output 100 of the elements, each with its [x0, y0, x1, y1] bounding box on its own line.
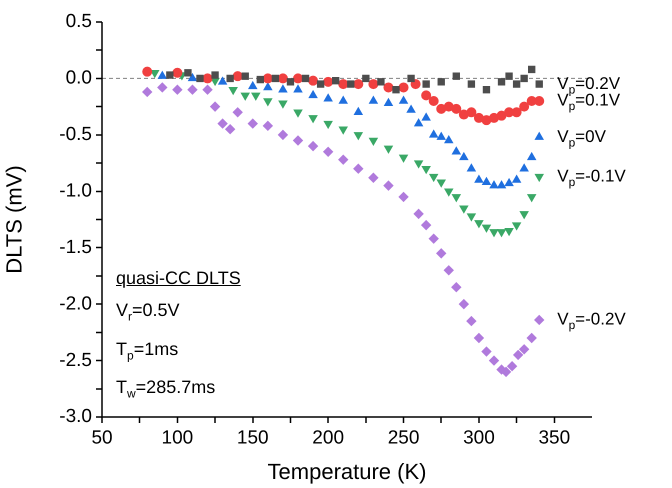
- point: [323, 146, 334, 157]
- point: [338, 154, 348, 165]
- point: [202, 73, 213, 84]
- point: [466, 107, 476, 118]
- point: [459, 205, 468, 214]
- point: [534, 132, 544, 140]
- point: [158, 71, 167, 79]
- point: [184, 69, 192, 76]
- point: [527, 152, 536, 160]
- y-tick-label: -0.5: [59, 124, 92, 146]
- point: [368, 96, 378, 104]
- point: [414, 160, 424, 168]
- point: [188, 73, 197, 82]
- x-tick-label: 300: [463, 428, 495, 449]
- x-tick-label: 150: [236, 428, 269, 449]
- point: [428, 96, 439, 106]
- x-axis-title: Temperature (K): [268, 458, 426, 484]
- point: [354, 107, 363, 116]
- point: [490, 180, 498, 188]
- point: [490, 229, 498, 237]
- y-tick-label: -2.5: [59, 350, 92, 371]
- point: [489, 356, 499, 366]
- point: [256, 76, 264, 84]
- point: [210, 102, 220, 112]
- x-tick-label: 350: [538, 428, 570, 449]
- point: [466, 316, 476, 326]
- point: [438, 78, 445, 86]
- point: [497, 229, 506, 237]
- point: [512, 222, 522, 230]
- point: [196, 74, 204, 82]
- point: [504, 228, 514, 236]
- point: [429, 130, 438, 138]
- point: [534, 174, 544, 182]
- point: [534, 96, 544, 106]
- point: [496, 110, 507, 121]
- point: [459, 152, 468, 160]
- point: [444, 188, 454, 196]
- y-tick-label: 0.5: [66, 11, 92, 32]
- x-tick-label: 100: [162, 428, 194, 449]
- point: [512, 175, 522, 183]
- point: [512, 80, 520, 88]
- point: [228, 86, 238, 95]
- point: [308, 90, 318, 98]
- point: [293, 73, 303, 84]
- point: [240, 92, 250, 100]
- point: [468, 80, 476, 88]
- point: [353, 79, 364, 90]
- point: [263, 82, 272, 90]
- point: [166, 71, 174, 79]
- annotation: T$_{p}$=1ms: [116, 338, 180, 364]
- point: [278, 73, 288, 84]
- point: [414, 208, 424, 219]
- point: [262, 120, 273, 131]
- point: [398, 82, 409, 92]
- point: [392, 86, 400, 94]
- point: [520, 74, 528, 82]
- point: [142, 66, 152, 77]
- point: [362, 74, 370, 82]
- point: [324, 94, 333, 102]
- point: [399, 96, 408, 104]
- point: [368, 138, 378, 146]
- point: [422, 112, 431, 121]
- point: [458, 299, 469, 310]
- point: [324, 120, 333, 129]
- point: [278, 100, 288, 108]
- point: [187, 84, 198, 95]
- point: [248, 81, 258, 90]
- point: [444, 265, 454, 276]
- point: [452, 146, 461, 155]
- point: [429, 174, 438, 182]
- point: [474, 175, 484, 183]
- point: [421, 90, 432, 100]
- point: [501, 366, 512, 377]
- point: [347, 80, 354, 88]
- point: [410, 79, 421, 90]
- point: [272, 74, 280, 82]
- point: [354, 132, 363, 140]
- point: [451, 282, 462, 292]
- point: [414, 118, 424, 126]
- point: [202, 84, 213, 95]
- point: [353, 164, 364, 174]
- point: [421, 220, 432, 230]
- point: [520, 164, 529, 172]
- point: [172, 84, 182, 95]
- point: [519, 102, 530, 112]
- point: [377, 78, 385, 86]
- point: [368, 172, 378, 183]
- point: [436, 132, 446, 140]
- point: [308, 76, 318, 86]
- annotation: V$_{r}$=0.5V: [116, 299, 181, 326]
- point: [211, 71, 219, 79]
- point: [512, 107, 522, 118]
- point: [451, 104, 462, 114]
- point: [466, 164, 476, 172]
- point: [406, 105, 416, 113]
- x-tick-label: 50: [91, 428, 113, 449]
- point: [308, 115, 318, 123]
- point: [513, 350, 524, 360]
- point: [482, 86, 490, 94]
- point: [218, 118, 228, 129]
